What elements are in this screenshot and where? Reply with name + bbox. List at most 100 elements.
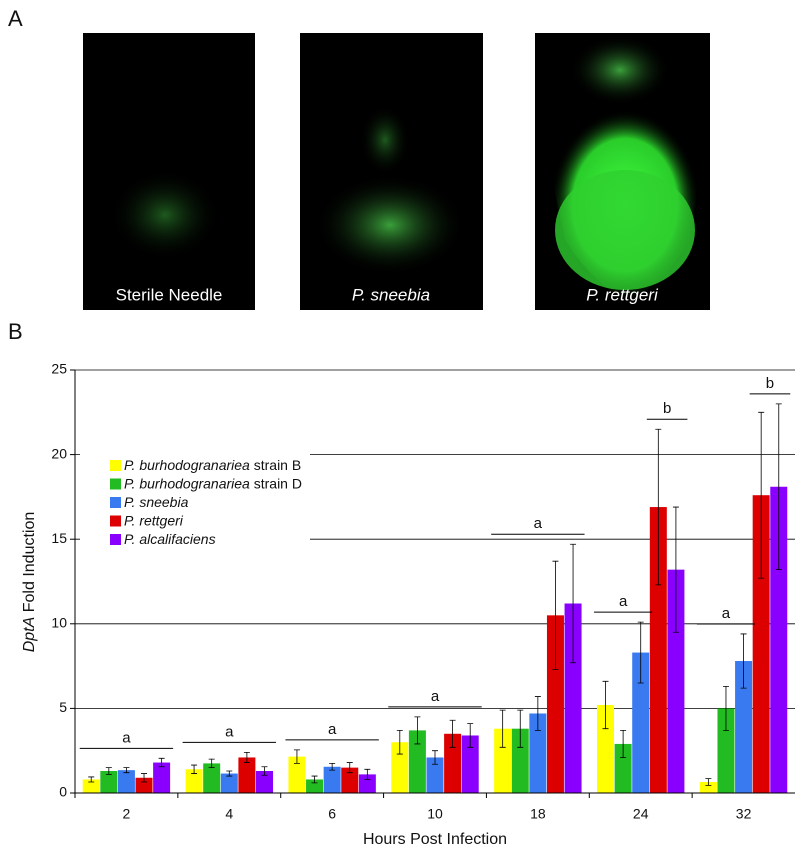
y-tick-label: 5	[59, 699, 67, 715]
legend-label: P. burhodogranariea strain D	[124, 475, 302, 491]
bar	[100, 771, 118, 793]
x-tick-label: 4	[225, 806, 233, 822]
legend-label: P. sneebia	[124, 494, 189, 510]
bar	[632, 652, 650, 793]
image-caption: P. rettgeri	[586, 285, 659, 304]
annotation: a	[619, 593, 628, 610]
y-axis-label: DptA Fold Induction	[21, 512, 38, 653]
annotation: a	[722, 605, 731, 622]
bar	[391, 742, 409, 793]
image-panel	[300, 33, 483, 310]
error-bar	[467, 723, 474, 748]
bar	[82, 779, 100, 793]
x-tick-label: 18	[530, 806, 546, 822]
y-tick-label: 0	[59, 784, 67, 800]
error-bar	[311, 775, 318, 784]
error-bar	[226, 770, 233, 777]
error-bar	[141, 773, 148, 783]
legend-swatch	[110, 478, 121, 490]
bar	[408, 730, 426, 793]
legend-label: P. burhodogranariea strain B	[124, 457, 301, 473]
panel-label: A	[8, 6, 23, 31]
image-panel	[535, 33, 710, 310]
error-bar	[191, 764, 198, 774]
error-bar	[620, 729, 627, 758]
y-tick-label: 25	[51, 361, 67, 377]
error-bar	[261, 766, 268, 776]
bar	[238, 757, 256, 793]
legend-label: P. rettgeri	[124, 512, 184, 528]
x-tick-label: 10	[427, 806, 443, 822]
bar	[185, 769, 203, 793]
bar	[564, 603, 582, 793]
bar	[117, 770, 135, 793]
error-bar	[243, 751, 250, 763]
bar	[717, 708, 735, 793]
bar	[288, 756, 306, 793]
annotation: a	[328, 721, 337, 738]
annotation: a	[225, 723, 234, 740]
legend-swatch	[110, 460, 121, 471]
error-bar	[552, 560, 559, 670]
error-bar	[517, 709, 524, 748]
bar	[511, 728, 529, 793]
bar	[306, 779, 324, 793]
error-bar	[602, 680, 609, 730]
error-bar	[655, 428, 662, 586]
error-bar	[105, 767, 112, 775]
panel-label: B	[8, 319, 23, 344]
bar	[255, 771, 273, 793]
legend-swatch	[110, 534, 121, 545]
error-bar	[346, 762, 353, 774]
legend-swatch	[110, 515, 121, 527]
error-bar	[758, 411, 765, 579]
x-tick-label: 24	[633, 806, 649, 822]
error-bar	[364, 768, 371, 780]
bar	[529, 713, 547, 793]
annotation: a	[431, 688, 440, 705]
error-bar	[123, 767, 130, 774]
annotation: a	[122, 729, 131, 746]
legend-swatch	[110, 497, 121, 508]
bar	[341, 767, 359, 793]
error-bar	[722, 686, 729, 731]
error-bar	[637, 621, 644, 684]
error-bar	[534, 696, 541, 731]
bar	[752, 495, 770, 793]
y-tick-label: 20	[51, 445, 67, 461]
error-bar	[740, 633, 747, 689]
error-bar	[293, 749, 300, 764]
bar	[323, 766, 341, 793]
bar	[699, 782, 717, 793]
error-bar	[449, 719, 456, 748]
x-tick-label: 32	[736, 806, 752, 822]
bar	[667, 569, 685, 793]
annotation: b	[766, 375, 774, 392]
x-tick-label: 2	[123, 806, 131, 822]
bar	[494, 728, 512, 793]
bar	[461, 735, 479, 793]
bar	[649, 507, 667, 793]
bar	[153, 762, 171, 793]
bar	[614, 743, 632, 793]
error-bar	[414, 716, 421, 745]
error-bar	[570, 543, 577, 664]
image-caption: P. sneebia	[352, 285, 430, 304]
y-tick-label: 10	[51, 615, 67, 631]
bar	[426, 757, 444, 793]
image-panel	[83, 33, 255, 310]
bar	[203, 763, 221, 793]
error-bar	[432, 750, 438, 765]
error-bar	[705, 778, 712, 786]
annotation: b	[663, 400, 671, 417]
image-caption: Sterile Needle	[116, 285, 223, 304]
annotation: a	[534, 515, 543, 532]
error-bar	[775, 403, 782, 571]
bar	[546, 615, 564, 793]
error-bar	[158, 757, 165, 768]
x-axis-label: Hours Post Infection	[363, 831, 507, 848]
error-bar	[499, 709, 506, 748]
bar	[597, 705, 615, 793]
error-bar	[208, 758, 215, 769]
